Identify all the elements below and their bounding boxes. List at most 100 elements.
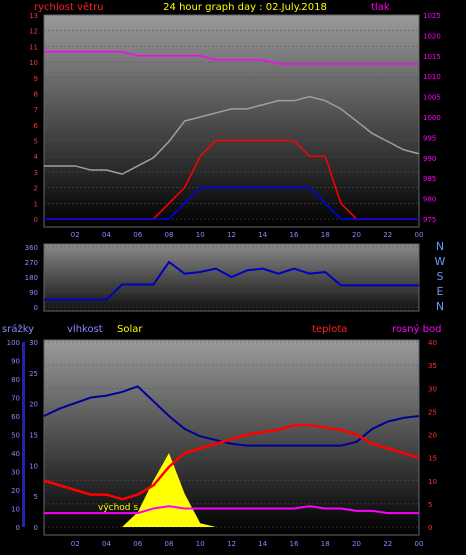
x-tick-label-top: 08 [165,231,174,239]
x-tick-label-bottom: 12 [227,540,236,548]
humidity-tick-label: 0 [34,524,38,532]
x-tick-label-top: 04 [102,231,111,239]
x-tick-label-bottom: 18 [321,540,330,548]
wind-tick-label: 1 [34,200,38,208]
humidity-label: vlhkost [67,324,103,335]
humidity-tick-label: 5 [34,493,38,501]
humidity-tick-label: 25 [29,370,38,378]
compass-e: E [437,285,444,298]
x-tick-label-top: 16 [290,231,299,239]
temp-tick-label: 5 [428,501,432,509]
temperature-line [43,424,420,501]
x-tick-label-top: 10 [196,231,205,239]
wind-tick-label: 3 [34,169,38,177]
x-tick-label-top: 20 [352,231,361,239]
humidity-tick-label: 15 [29,432,38,440]
x-tick-label-top: 12 [227,231,236,239]
temp-tick-label: 15 [428,455,437,463]
temp-tick-label: 35 [428,362,437,370]
rain-axis-bar [22,342,25,527]
rain-tick-label: 40 [11,450,20,458]
pressure-tick-label: 1005 [423,94,441,102]
solar-label: Solar [117,324,143,335]
dynamic-marks: 0123456789101112139759809859909951000100… [7,12,441,548]
rain-tick-label: 90 [11,358,20,366]
rain-tick-label: 50 [11,432,20,440]
humidity-line [43,385,420,447]
compass-w: W [435,255,446,268]
chart-title: 24 hour graph day : 02.July.2018 [163,2,327,13]
wind-tick-label: 5 [34,138,38,146]
pressure-tick-label: 985 [423,175,436,183]
rain-tick-label: 10 [11,506,20,514]
temp-tick-label: 10 [428,478,437,486]
compass-n-bottom: N [436,300,444,313]
temp-tick-label: 40 [428,339,437,347]
x-tick-label-bottom: 22 [383,540,392,548]
pressure-tick-label: 995 [423,134,436,142]
rain-tick-label: 30 [11,469,20,477]
x-tick-label-top: 06 [133,231,142,239]
temperature-label: teplota [312,324,347,335]
wind-direction-line [44,260,419,301]
gray-trace-line [44,95,420,175]
rain-tick-label: 70 [11,395,20,403]
dewpoint-label: rosný bod [392,323,441,335]
wind-tick-label: 10 [29,59,38,67]
temp-tick-label: 20 [428,432,437,440]
bottom-panel-bg [43,339,420,536]
pressure-tick-label: 1000 [423,114,441,122]
temp-tick-label: 0 [428,524,432,532]
wind-tick-label: 4 [34,153,39,161]
x-tick-label-top: 18 [321,231,330,239]
x-tick-label-top: 14 [258,231,267,239]
pressure-tick-label: 980 [423,196,436,204]
pressure-tick-label: 1010 [423,73,441,81]
pressure-tick-label: 1025 [423,12,441,20]
wind-tick-label: 12 [29,28,38,36]
wind-speed-label: rychlost větru [34,1,104,13]
rain-label: srážky [2,323,34,335]
x-tick-label-bottom: 20 [352,540,361,548]
dewpoint-line [44,505,419,515]
wind-tick-label: 2 [34,185,38,193]
pressure-tick-label: 1020 [423,32,441,40]
wind-tick-label: 11 [29,43,38,51]
pressure-label: tlak [371,2,390,13]
pressure-tick-label: 1015 [423,53,441,61]
wind-panel-bg [43,14,420,228]
rain-tick-label: 100 [7,339,20,347]
sunrise-label: východ s [98,503,138,513]
direction-tick-label: 180 [25,274,38,282]
humidity-tick-label: 30 [29,339,38,347]
direction-tick-label: 0 [34,304,38,312]
x-tick-label-bottom: 02 [71,540,80,548]
wind-tick-label: 8 [34,90,38,98]
wind-tick-label: 13 [29,12,38,20]
wind-average-line [44,186,419,220]
wind-tick-label: 0 [34,216,38,224]
compass-n-top: N [436,240,444,253]
temp-tick-label: 25 [428,408,437,416]
pressure-tick-label: 975 [423,216,436,224]
x-tick-label-top: 22 [383,231,392,239]
x-tick-label-top: 02 [71,231,80,239]
rain-tick-label: 60 [11,413,20,421]
x-tick-label-bottom: 04 [102,540,111,548]
x-tick-label-bottom: 10 [196,540,205,548]
wind-tick-label: 6 [34,122,39,130]
x-tick-label-top: 00 [415,231,424,239]
rain-tick-label: 80 [11,376,20,384]
rain-tick-label: 20 [11,487,20,495]
wind-tick-label: 7 [34,106,38,114]
compass-s: S [437,270,444,283]
humidity-tick-label: 20 [29,401,38,409]
pressure-tick-label: 990 [423,155,436,163]
direction-tick-label: 90 [29,289,38,297]
direction-tick-label: 270 [25,259,38,267]
x-tick-label-bottom: 06 [133,540,142,548]
rain-tick-label: 0 [16,524,20,532]
humidity-tick-label: 10 [29,462,38,470]
